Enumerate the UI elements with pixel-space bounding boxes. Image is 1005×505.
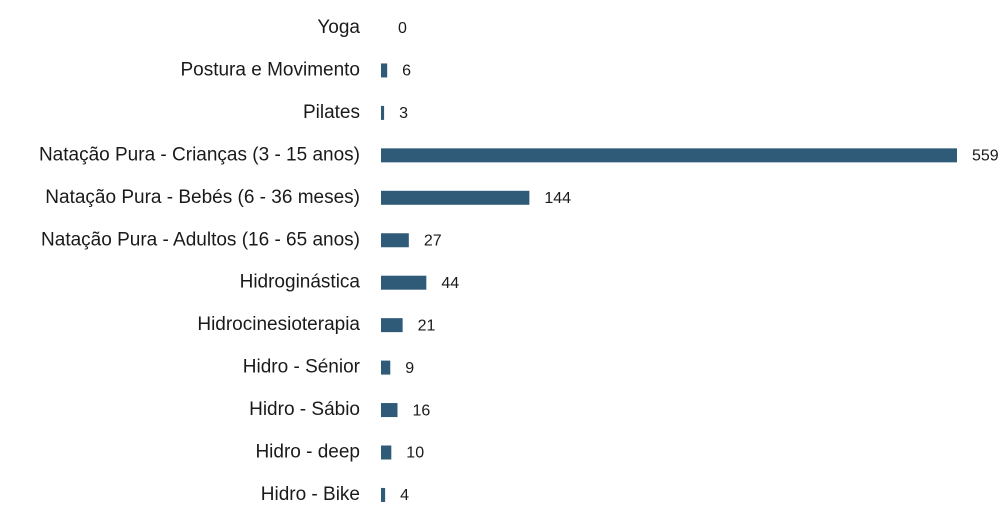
value-label: 3 [399,105,408,122]
category-label: Hidrocinesioterapia [197,314,360,335]
value-label: 6 [402,63,411,80]
bar [381,190,530,205]
value-label: 44 [441,275,459,292]
category-label: Natação Pura - Bebés (6 - 36 meses) [45,187,360,208]
bar [381,487,386,502]
category-label: Postura e Movimento [180,59,360,80]
value-label: 10 [406,445,424,462]
category-label: Natação Pura - Crianças (3 - 15 anos) [39,144,360,165]
category-label: Hidro - Sénior [243,357,361,378]
bar [381,360,391,375]
value-label: 559 [972,148,999,165]
value-label: 27 [424,232,442,249]
bar [381,148,957,163]
bar [381,105,385,120]
category-label: Natação Pura - Adultos (16 - 65 anos) [41,229,360,250]
value-label: 0 [398,20,407,37]
category-label: Hidro - deep [255,442,360,463]
value-label: 16 [412,402,430,419]
category-label: Hidro - Sábio [249,399,360,420]
value-label: 9 [405,360,414,377]
bar [381,275,427,290]
bar [381,233,409,248]
bar [381,318,403,333]
category-label: Yoga [317,17,360,38]
bar [381,403,398,418]
bar [381,63,388,78]
category-label: Pilates [303,102,360,123]
bar [381,445,392,460]
value-label: 21 [418,317,436,334]
category-label: Hidro - Bike [261,484,360,505]
value-label: 144 [544,190,571,207]
category-label: Hidroginástica [240,272,361,293]
value-label: 4 [400,487,409,504]
